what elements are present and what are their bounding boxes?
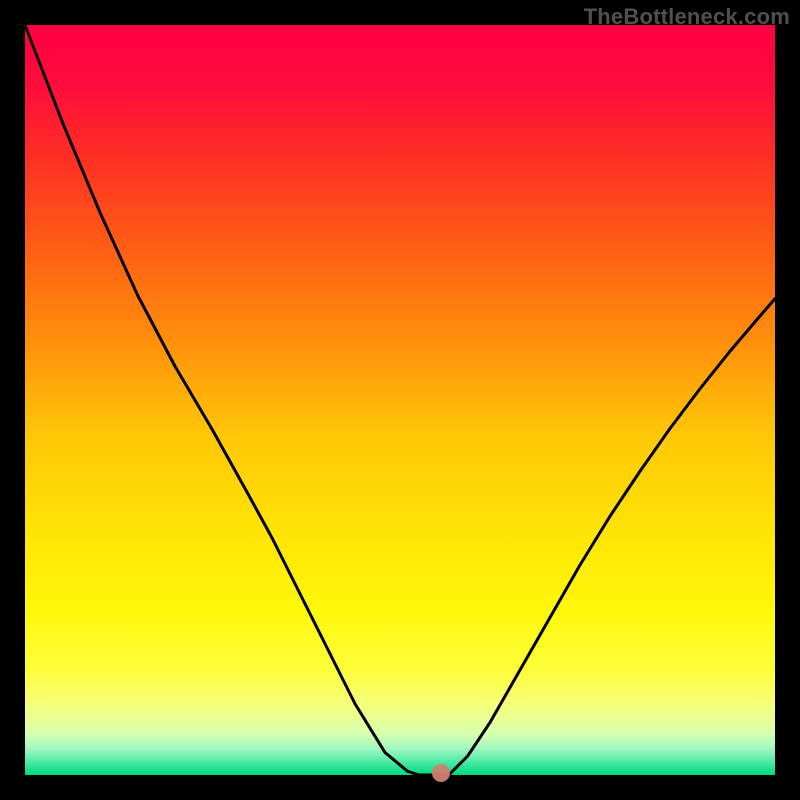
gradient-rect bbox=[25, 25, 775, 775]
chart-container: TheBottleneck.com bbox=[0, 0, 800, 800]
gradient-plot bbox=[25, 25, 775, 775]
